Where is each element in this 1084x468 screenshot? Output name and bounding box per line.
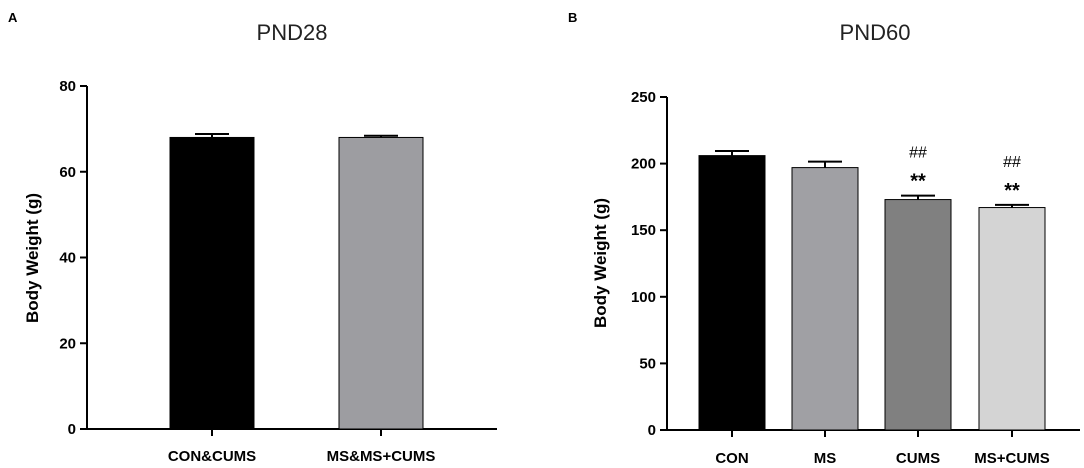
x-tick-label: CON bbox=[715, 450, 748, 467]
y-tick-label: 200 bbox=[631, 156, 656, 173]
significance-hashes: ## bbox=[909, 145, 927, 162]
chart-title: PND60 bbox=[840, 20, 911, 45]
bars: CON&CUMS MS&MS+CUMS bbox=[168, 133, 436, 465]
significance-stars: ** bbox=[1004, 180, 1020, 202]
bar-ms-ms-cums bbox=[338, 136, 424, 430]
y-tick-label: 80 bbox=[59, 78, 76, 95]
bar-con bbox=[698, 155, 766, 431]
y-tick-label: 150 bbox=[631, 222, 656, 239]
x-tick-label: MS+CUMS bbox=[974, 450, 1049, 467]
x-tick-label: MS&MS+CUMS bbox=[327, 448, 436, 465]
y-tick-label: 60 bbox=[59, 164, 76, 181]
chart-title: PND28 bbox=[257, 20, 328, 45]
chart-panel-b: B PND60 Body Weight (g) 050100150200250 … bbox=[568, 10, 1080, 467]
panel-letter: A bbox=[8, 10, 18, 25]
chart-panel-a: A PND28 Body Weight (g) 0 20 40 60 80 CON&CU… bbox=[8, 10, 497, 465]
y-tick-label: 20 bbox=[59, 335, 76, 352]
y-ticks: 0 50 100 150 200 250 bbox=[631, 89, 667, 439]
y-tick-label: 50 bbox=[639, 355, 656, 372]
y-tick-label: 40 bbox=[59, 250, 76, 267]
bar-cums bbox=[884, 199, 952, 431]
bar-ms-cums bbox=[978, 207, 1046, 431]
significance-stars: ** bbox=[910, 171, 926, 193]
significance-hashes: ## bbox=[1003, 154, 1021, 171]
y-axis-label: Body Weight (g) bbox=[23, 193, 42, 323]
y-tick-label: 100 bbox=[631, 289, 656, 306]
x-tick-label: CUMS bbox=[896, 450, 940, 467]
bar-ms bbox=[791, 167, 859, 431]
bar-con-cums bbox=[169, 136, 255, 430]
bars: CON MS CUMS ## ** MS+CUMS ## ** bbox=[698, 145, 1050, 467]
x-tick-label: CON&CUMS bbox=[168, 448, 256, 465]
y-tick-label: 250 bbox=[631, 89, 656, 106]
y-axis-label: Body Weight (g) bbox=[591, 198, 610, 328]
y-tick-label: 0 bbox=[648, 422, 656, 439]
y-tick-label: 0 bbox=[68, 421, 76, 438]
panel-letter: B bbox=[568, 10, 577, 25]
y-ticks: 0 20 40 60 80 bbox=[59, 78, 87, 438]
x-tick-label: MS bbox=[814, 450, 837, 467]
